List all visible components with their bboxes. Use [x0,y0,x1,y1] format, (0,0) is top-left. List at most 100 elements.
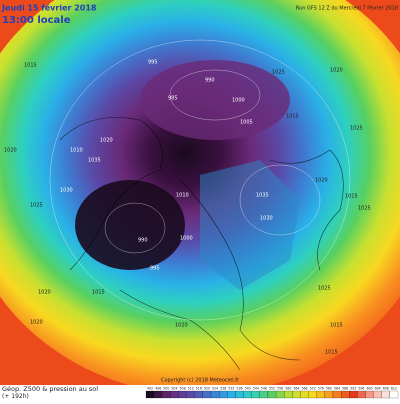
coastlines [59,117,344,371]
pressure-label: 1020 [100,138,113,144]
colorbar-label: 564 [293,387,299,391]
pressure-label: 1025 [350,126,363,132]
colorbar-swatch [227,390,236,399]
colorbar-swatch [284,390,293,399]
local-time: 13:00 locale [2,15,71,26]
pressure-label: 1000 [180,236,193,242]
colorbar-swatch [154,390,163,399]
pressure-label: 1015 [92,290,105,296]
pressure-label: 1020 [30,320,43,326]
forecast-date: Jeudi 15 février 2018 [1,3,97,13]
colorbar-label: 592 [350,387,356,391]
colorbar-label: 596 [358,387,364,391]
isobars [49,39,351,321]
colorbar-swatch [267,390,277,399]
colorbar-swatch [194,390,204,399]
pressure-label: 1000 [232,98,245,104]
colorbar-label: 560 [285,387,291,391]
colorbar-swatch [202,390,212,399]
pressure-label: 1020 [330,68,343,74]
region-europe [200,160,300,290]
low-pole [140,60,290,140]
colorbar-swatch [162,390,171,399]
colorbar-swatch [324,390,334,399]
colorbar-label: 496 [155,387,161,391]
colorbar-label: 532 [228,387,234,391]
colorbar-label: 548 [261,387,267,391]
pressure-label: 1020 [4,148,17,154]
run-info: Run GFS 12 Z du Mercredi 7 février 2018 [296,5,398,12]
colorbar-label: 572 [310,387,316,391]
colorbar: 492 496 500 504 508 512 516 520 524 528 532 536 540 5… [145,387,399,399]
pressure-label: 1015 [24,63,37,69]
colorbar-swatch [145,390,155,399]
pressure-label: 1025 [358,206,371,212]
colorbar-label: 588 [342,387,348,391]
pressure-label: 1015 [286,114,299,120]
colorbar-label: 608 [383,387,389,391]
colorbar-label: 568 [301,387,307,391]
colorbar-swatch [178,390,187,399]
forecast-lead: (+ 192h) [2,393,29,400]
colorbar-swatch [275,390,285,399]
colorbar-label: 544 [253,387,259,391]
colorbar-swatch [381,390,390,399]
colorbar-swatch [373,390,382,399]
pressure-label: 1025 [30,203,43,209]
colorbar-swatch [251,390,260,399]
copyright: Copyright (c) 2018 Meteociel.fr [161,378,240,384]
pressure-label: 1010 [176,193,189,199]
pressure-label: 1030 [60,188,73,194]
pressure-label: 1020 [315,178,328,184]
pressure-label: 985 [168,96,178,102]
colorbar-swatch [308,390,317,399]
pressure-label: 1020 [38,290,51,296]
colorbar-label: 576 [318,387,324,391]
colorbar-label: 528 [220,387,226,391]
colorbar-swatch [259,390,269,399]
pressure-label: 1025 [318,286,331,292]
colorbar-label: 552 [269,387,275,391]
pressure-label: 1015 [325,350,338,356]
pressure-label: 1035 [256,193,269,199]
colorbar-swatch [332,390,342,399]
colorbar-swatch [219,390,228,399]
colorbar-label: 600 [367,387,373,391]
colorbar-swatch [340,390,350,399]
pressure-label: 990 [205,78,215,84]
colorbar-swatch [186,390,195,399]
colorbar-swatch [316,390,325,399]
pressure-label: 1015 [330,323,343,329]
pressure-label: 1005 [240,120,253,126]
pressure-label: 1025 [272,70,285,76]
colorbar-swatch [365,390,374,399]
footer-title: Géop. Z500 & pression au sol [2,385,98,393]
colorbar-label: 524 [212,387,218,391]
pressure-label: 990 [138,238,148,244]
low-canada [75,180,185,270]
colorbar-label: 540 [245,387,251,391]
colorbar-swatch [357,390,366,399]
colorbar-label: 512 [188,387,194,391]
colorbar-swatch [292,390,301,399]
pressure-label: 1015 [345,194,358,200]
colorbar-label: 612 [391,387,397,391]
pressure-label: 995 [150,266,160,272]
pressure-label: 1020 [175,323,188,329]
colorbar-label: 584 [334,387,340,391]
colorbar-swatch [243,390,252,399]
colorbar-label: 580 [326,387,332,391]
pressure-label: 1035 [88,158,101,164]
colorbar-label: 556 [277,387,283,391]
colorbar-swatch [210,390,220,399]
colorbar-label: 604 [375,387,381,391]
colorbar-swatch [349,390,358,399]
colorbar-swatch [170,390,179,399]
colorbar-swatch [300,390,309,399]
pressure-label: 995 [148,60,158,66]
pressure-label: 1010 [70,148,83,154]
colorbar-label: 516 [196,387,202,391]
colorbar-label: 520 [204,387,210,391]
colorbar-swatch [235,390,244,399]
